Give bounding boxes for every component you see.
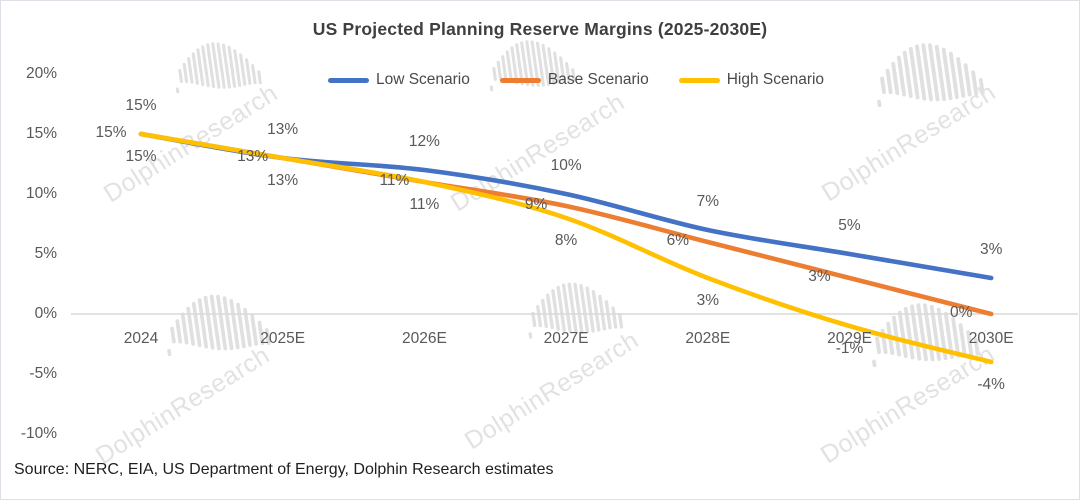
series-line-high-scenario [138, 131, 994, 365]
data-label: 15% [125, 148, 157, 165]
chart-title: US Projected Planning Reserve Margins (2… [312, 19, 768, 39]
data-label: 11% [379, 172, 410, 189]
x-axis-tick-label: 2029E [827, 330, 872, 347]
data-label: 8% [554, 232, 578, 249]
legend-item-base-scenario: Base Scenario [499, 71, 649, 89]
y-axis-tick-label: 20% [25, 65, 57, 82]
data-label: 15% [95, 124, 127, 141]
data-label: 5% [838, 217, 861, 234]
data-label: 9% [524, 196, 548, 213]
legend-line-swatch-icon [499, 77, 541, 83]
y-axis-tick-label: -5% [29, 365, 57, 382]
y-axis-tick-label: 15% [25, 125, 57, 142]
data-label: 0% [949, 304, 973, 321]
y-axis-tick-label: 0% [34, 305, 57, 322]
source-note: Source: NERC, EIA, US Department of Ener… [14, 461, 554, 478]
legend-item-low-scenario: Low Scenario [327, 71, 470, 89]
x-axis-tick-label: 2026E [401, 330, 447, 347]
legend: Low Scenario Base Scenario High Scenario [37, 71, 1079, 89]
data-label: 11% [409, 196, 440, 213]
x-axis-tick-label: 2030E [968, 330, 1014, 347]
y-axis-tick-label: -10% [20, 425, 57, 442]
data-label: 13% [237, 148, 269, 165]
data-label: 6% [666, 232, 689, 249]
y-axis-tick-label: 5% [34, 245, 57, 262]
x-axis-tick-label: 2024 [123, 330, 159, 347]
legend-label: Low Scenario [375, 71, 470, 88]
legend-line-swatch-icon [327, 77, 369, 83]
data-label: 7% [696, 193, 719, 210]
legend-item-high-scenario: High Scenario [678, 71, 825, 89]
data-label: 13% [267, 172, 299, 189]
x-axis-tick-label: 2025E [260, 330, 306, 347]
x-axis-tick-label: 2027E [543, 330, 589, 347]
data-label: 10% [550, 157, 582, 174]
legend-label: Base Scenario [547, 71, 649, 88]
data-label: 3% [808, 268, 831, 285]
data-label: -4% [977, 376, 1005, 393]
data-label: 12% [408, 133, 440, 150]
legend-line-swatch-icon [678, 77, 720, 83]
data-label: 13% [267, 121, 299, 138]
data-label: 3% [696, 292, 719, 309]
data-label: 15% [125, 97, 157, 114]
data-label: 3% [979, 241, 1003, 258]
data-label: -1% [835, 340, 864, 357]
legend-label: High Scenario [726, 71, 825, 88]
x-axis-tick-label: 2028E [685, 330, 731, 347]
y-axis-tick-label: 10% [25, 185, 57, 202]
